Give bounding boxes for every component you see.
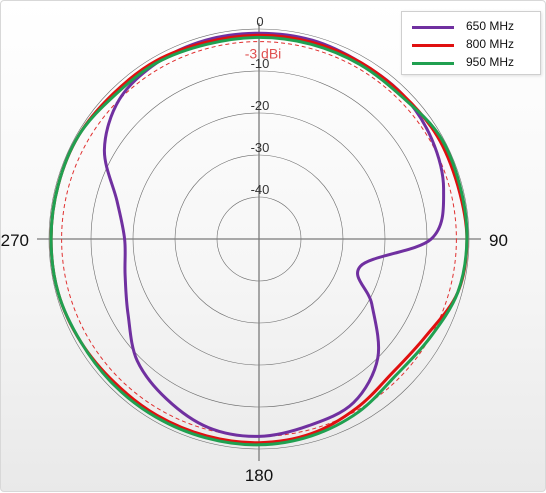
angle-labels: 90 180 270 xyxy=(1,231,508,485)
radial-tick-4: -40 xyxy=(251,182,270,197)
legend-item-650: 650 MHz xyxy=(402,18,540,36)
radial-tick-0: 0 xyxy=(256,14,263,29)
reference-label: -3 dBi xyxy=(245,46,282,62)
trace-650 xyxy=(102,31,446,438)
legend-swatch-650 xyxy=(412,26,454,29)
legend-label-650: 650 MHz xyxy=(466,19,515,33)
legend-item-950: 950 MHz xyxy=(402,54,540,72)
legend-item-800: 800 MHz xyxy=(402,36,540,54)
radial-tick-labels: 0 -10 -20 -30 -40 -3 dBi xyxy=(245,14,282,197)
polar-grid xyxy=(37,23,481,461)
legend-swatch-950 xyxy=(412,62,454,65)
radial-tick-1: -10 xyxy=(251,56,270,71)
angle-label-90: 90 xyxy=(489,231,508,250)
angle-label-180: 180 xyxy=(245,466,273,485)
radial-tick-2: -20 xyxy=(251,98,270,113)
legend-label-800: 800 MHz xyxy=(466,37,515,51)
legend-swatch-800 xyxy=(412,44,454,47)
pattern-traces xyxy=(49,31,469,447)
legend: 650 MHz 800 MHz 950 MHz xyxy=(401,11,541,75)
radial-tick-3: -30 xyxy=(251,140,270,155)
legend-label-950: 950 MHz xyxy=(466,55,515,69)
trace-950 xyxy=(49,35,469,447)
angle-label-270: 270 xyxy=(1,231,29,250)
